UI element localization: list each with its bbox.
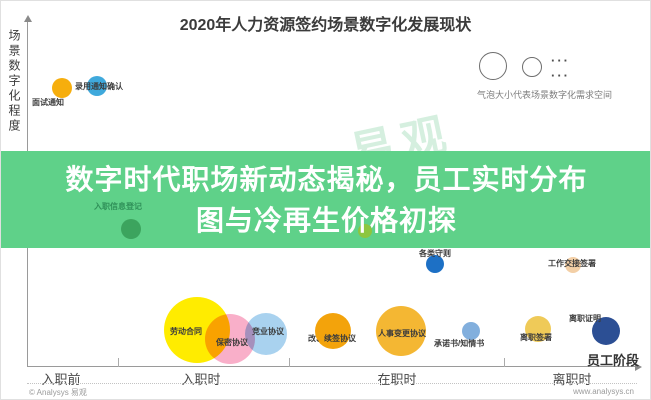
x-axis-arrow-icon <box>635 363 642 371</box>
x-axis-tick <box>289 358 290 367</box>
bubble-amend-renew-agreement <box>315 313 351 349</box>
x-axis-tick <box>504 358 505 367</box>
bubble-resignation-certificate <box>592 317 620 345</box>
bubble-offer-confirmation <box>87 76 107 96</box>
banner-decor: 入职信息登记 <box>1 151 650 248</box>
y-axis-label: 场景数字化程度 <box>7 29 21 134</box>
hidden-green-bubble <box>358 224 372 238</box>
x-axis-title: 员工阶段 <box>587 353 640 368</box>
bubble-conduct-rules <box>426 255 444 273</box>
copyright-text: © Analysys 易观 <box>29 388 87 397</box>
chart-title: 2020年人力资源签约场景数字化发展现状 <box>179 17 472 34</box>
stage-label-departure: 离职时 <box>552 372 592 387</box>
headline-line-2: 图与冷再生价格初探 <box>195 205 457 236</box>
bubble-label-personnel-change-agreement: 人事变更协议 <box>378 329 426 338</box>
stage-label-pre-onboarding: 入职前 <box>41 372 81 387</box>
bubble-label-work-handover-signing: 工作交接签署 <box>548 259 596 268</box>
legend-large-circle-icon <box>479 52 507 80</box>
headline-banner: 入职信息登记 数字时代职场新动态揭秘，员工实时分布 图与冷再生价格初探 <box>1 151 650 248</box>
footer-divider <box>27 383 637 384</box>
bubble-personnel-change-agreement <box>376 306 426 356</box>
bubble-label-resignation-certificate: 离职证明 <box>569 314 601 323</box>
x-axis-tick <box>118 358 119 367</box>
bubble-label-commitment-letter: 承诺书/知情书 <box>434 339 485 348</box>
bubble-work-handover-signing <box>565 257 581 273</box>
bubble-label-labor-contract: 劳动合同 <box>170 327 202 336</box>
x-axis-line <box>27 366 637 367</box>
legend-small-circle-icon <box>522 57 542 77</box>
bubble-non-compete <box>245 313 287 355</box>
bubble-resignation-signing <box>525 316 551 342</box>
headline-text: 数字时代职场新动态揭秘，员工实时分布 图与冷再生价格初探 <box>1 159 650 241</box>
legend-ellipsis-row: ··· <box>551 68 570 83</box>
bubble-label-resignation-signing: 离职签署 <box>520 333 552 342</box>
stage-label-onboarding: 入职时 <box>181 372 221 387</box>
bubble-label-nda: 保密协议 <box>216 338 248 347</box>
bubble-label-non-compete: 竞业协议 <box>252 327 284 336</box>
legend-ellipsis-row: ··· <box>551 53 570 68</box>
bubble-label-amend-renew-agreement: 改、续签协议 <box>308 334 356 343</box>
bubble-interview-notice <box>52 78 72 98</box>
bubble-label-offer-confirmation: 录用通知确认 <box>75 82 123 91</box>
y-axis-arrow-icon <box>24 15 32 22</box>
bubble-label-onboarding-info-registration: 入职信息登记 <box>94 202 142 211</box>
bubble-commitment-letter <box>462 322 480 340</box>
headline-line-1: 数字时代职场新动态揭秘，员工实时分布 <box>65 164 588 195</box>
legend-ellipsis-icon: ··· ··· <box>551 53 570 83</box>
bubble-label-conduct-rules: 各类守则 <box>419 249 451 258</box>
bubble-label-interview-notice: 面试通知 <box>32 98 64 107</box>
legend-caption: 气泡大小代表场景数字化需求空间 <box>477 90 613 100</box>
bubble-onboarding-info-registration <box>121 219 141 239</box>
website-url: www.analysys.cn <box>573 387 634 396</box>
stage-label-employed: 在职时 <box>377 372 417 387</box>
